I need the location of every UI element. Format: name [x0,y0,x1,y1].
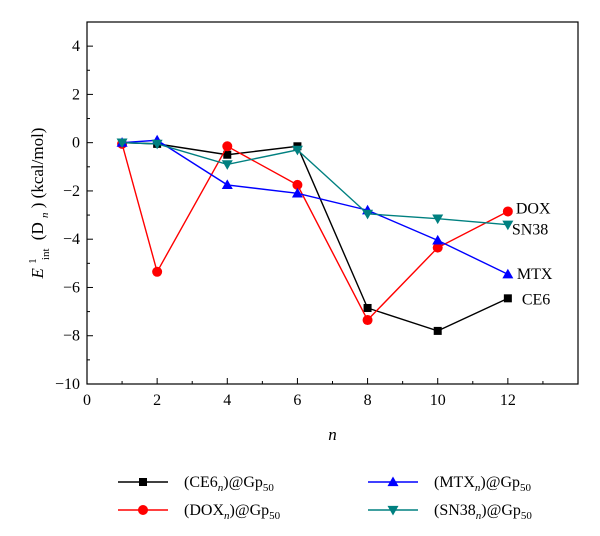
legend-item-dox: (DOXn)@Gp50 [118,502,281,522]
series-layer [116,134,514,335]
y-axis-ticks: −10 −8 −6 −4 −2 0 2 4 [55,38,93,393]
legend-label: (DOXn)@Gp50 [184,502,281,522]
y-title-close: ) (kcal/mol) [28,128,47,209]
y-title-open: (D [28,222,47,240]
legend-label: (CE6n)@Gp50 [184,474,274,494]
legend-marker [139,478,147,486]
legend-marker [387,505,399,516]
data-point-ce6 [503,294,512,303]
series-sn38 [116,138,514,231]
series-line-ce6 [122,141,509,332]
data-point-dox [152,266,163,277]
legend: (CE6n)@Gp50 (DOXn)@Gp50 (MTXn)@Gp50 (SN38n)… [118,474,532,522]
data-point-mtx [432,234,444,245]
plot-frame [86,21,579,385]
y-title-rest-sub: n [39,212,51,218]
data-point-dox [502,206,513,217]
y-tick-label: −6 [63,279,80,296]
data-point-ce6 [363,303,372,312]
legend-marker [138,505,148,515]
x-tick-label: 12 [500,392,516,409]
legend-label: (MTXn)@Gp50 [434,474,532,494]
data-point-mtx [221,179,233,190]
x-tick-label: 10 [430,392,446,409]
data-point-sn38 [151,139,163,150]
legend-label: (SN38n)@Gp50 [434,502,532,522]
data-point-ce6 [223,150,232,159]
legend-item-sn38: (SN38n)@Gp50 [368,502,532,522]
data-point-ce6 [433,326,442,335]
y-tick-label: −10 [55,376,80,393]
y-tick-label: 0 [72,135,80,152]
x-tick-label: 2 [153,392,161,409]
series-line-mtx [122,139,509,275]
data-point-sn38 [116,138,128,149]
y-tick-label: −8 [63,328,80,345]
series-line-dox [121,143,509,322]
data-point-dox [222,141,233,152]
plot-area: 0 2 4 6 8 10 12 −10 −8 −6 −4 −2 0 2 4 CE6 DOX MTX SN38 [55,21,579,409]
x-tick-label: 4 [223,392,231,409]
y-tick-label: 2 [72,86,80,103]
x-tick-label: 8 [364,392,372,409]
end-label-sn38: SN38 [512,222,548,239]
end-label-ce6: CE6 [522,291,550,308]
series-mtx [116,134,514,279]
end-label-dox: DOX [516,200,551,217]
y-tick-label: −4 [63,231,80,248]
data-point-dox [362,315,373,326]
x-axis-title: n [328,425,337,444]
series-dox [117,138,513,326]
data-point-sn38 [502,220,514,231]
y-title-sup: 1 [27,258,39,264]
legend-item-mtx: (MTXn)@Gp50 [368,474,532,494]
data-point-sn38 [291,145,303,156]
end-label-mtx: MTX [517,266,553,283]
legend-item-ce6: (CE6n)@Gp50 [118,474,274,494]
data-point-sn38 [221,160,233,170]
x-tick-label: 6 [293,392,301,409]
data-point-mtx [502,268,514,279]
y-axis-title: E 1 int (D n ) (kcal/mol) [21,128,53,280]
data-point-mtx [291,187,303,198]
data-point-sn38 [362,209,374,220]
data-point-sn38 [432,214,444,225]
y-title-main: E [28,267,47,279]
x-tick-label: 0 [83,392,91,409]
y-tick-label: 4 [72,38,80,55]
y-tick-label: −2 [63,183,80,200]
y-title-sub: int [40,248,52,260]
end-labels: CE6 DOX MTX SN38 [512,200,553,308]
x-axis-ticks: 0 2 4 6 8 10 12 [83,378,544,409]
data-point-dox [432,242,443,253]
legend-marker [387,476,399,487]
data-point-dox [292,179,303,190]
